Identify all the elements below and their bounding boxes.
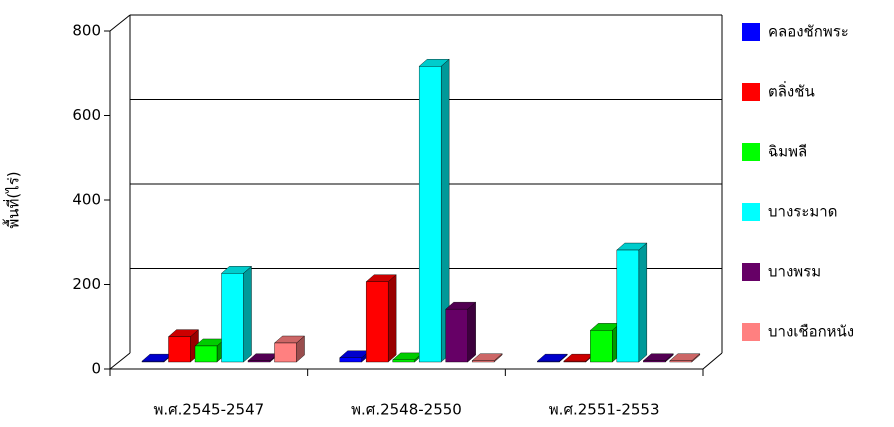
x-tick-label: พ.ศ.2548-2550 bbox=[351, 401, 462, 419]
y-tick-label: 0 bbox=[91, 360, 101, 378]
legend-label: บางพรม bbox=[768, 263, 821, 281]
legend-swatch bbox=[742, 263, 760, 281]
legend-label: ตลิ่งชัน bbox=[768, 81, 815, 101]
y-tick-label: 600 bbox=[72, 106, 101, 124]
bar bbox=[471, 360, 495, 363]
bar-top bbox=[141, 353, 173, 362]
legend-label: บางเชือกหนัง bbox=[768, 323, 854, 341]
y-tick-label: 400 bbox=[72, 191, 101, 209]
bar bbox=[669, 360, 693, 363]
legend-swatch bbox=[742, 203, 760, 221]
bar bbox=[563, 360, 587, 363]
legend-label: คลองชักพระ bbox=[768, 23, 849, 41]
bar bbox=[590, 330, 613, 363]
bar bbox=[141, 360, 165, 363]
bar-side bbox=[638, 242, 648, 363]
bar-top bbox=[642, 353, 674, 361]
bar-top bbox=[669, 353, 701, 361]
x-tick-label: พ.ศ.2545-2547 bbox=[153, 401, 264, 419]
bar bbox=[247, 360, 271, 363]
y-tick-label: 800 bbox=[72, 22, 101, 40]
bar bbox=[365, 281, 389, 363]
bar-top bbox=[471, 353, 503, 361]
legend-label: ฉิมพลี bbox=[768, 143, 807, 161]
legend-swatch bbox=[742, 83, 760, 101]
y-tick-label: 200 bbox=[72, 275, 101, 293]
bar bbox=[445, 308, 468, 363]
x-tick-label: พ.ศ.2551-2553 bbox=[549, 401, 660, 419]
legend-swatch bbox=[742, 23, 760, 41]
bar-side bbox=[467, 301, 476, 363]
bar bbox=[168, 336, 191, 363]
y-axis-label: พื้นที่(ไร่) bbox=[3, 171, 23, 228]
bar-top bbox=[563, 353, 595, 362]
bar-top bbox=[536, 353, 568, 362]
bar bbox=[418, 66, 442, 363]
bar bbox=[392, 359, 415, 363]
bar-top bbox=[247, 353, 279, 361]
bar bbox=[274, 342, 297, 363]
legend-swatch bbox=[742, 323, 760, 341]
legend-swatch bbox=[742, 143, 760, 161]
bar-side bbox=[243, 265, 252, 363]
bar bbox=[537, 360, 560, 363]
legend-label: บางระมาด bbox=[768, 203, 837, 221]
bar bbox=[339, 357, 362, 363]
bar-side bbox=[387, 274, 397, 363]
bar bbox=[643, 360, 666, 363]
bar bbox=[194, 345, 218, 363]
bar bbox=[616, 249, 640, 363]
bar bbox=[221, 273, 244, 363]
